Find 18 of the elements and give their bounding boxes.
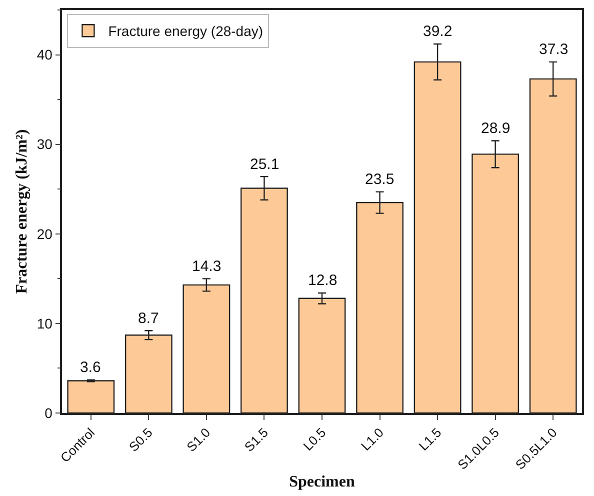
data-label: 23.5: [365, 171, 394, 188]
y-tick-label: 40: [36, 46, 53, 63]
data-label: 25.1: [250, 156, 280, 173]
x-axis-title: Specimen: [289, 474, 355, 491]
legend-label: Fracture energy (28-day): [108, 23, 264, 40]
y-tick-label: 30: [36, 136, 53, 152]
x-tick-label: L1.0: [358, 424, 386, 454]
data-label: 28.9: [481, 120, 510, 137]
y-tick-label: 10: [36, 315, 53, 332]
data-label: 12.8: [308, 272, 338, 289]
y-axis-title: Fracture energy (kJ/m²): [13, 129, 30, 294]
data-label: 37.3: [539, 41, 568, 58]
data-label: 8.7: [138, 310, 159, 327]
y-tick-label: 0: [44, 404, 53, 421]
data-label: 14.3: [192, 258, 222, 275]
data-label: 3.6: [80, 359, 101, 376]
y-tick-label: 20: [36, 226, 53, 242]
data-label: 39.2: [423, 23, 452, 40]
